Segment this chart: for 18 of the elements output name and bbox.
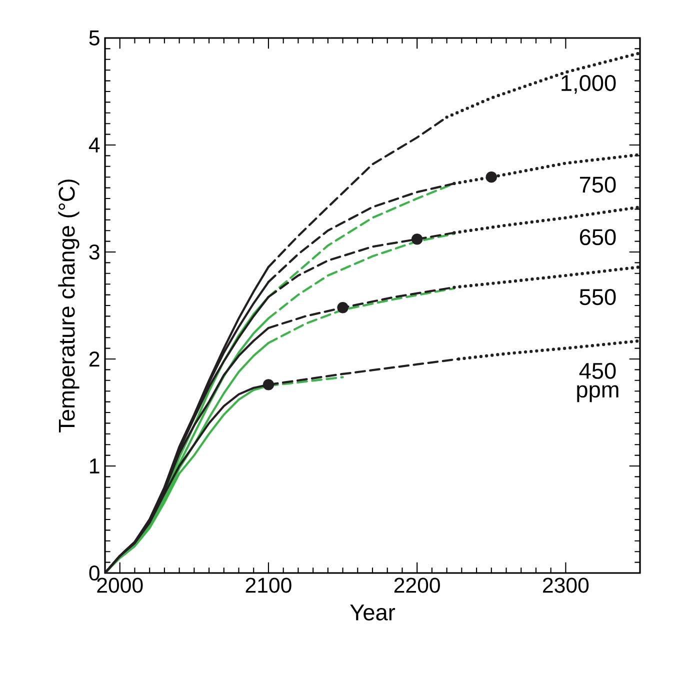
- series-label: 750: [580, 176, 616, 193]
- annotation: ppm: [577, 385, 618, 402]
- series-label: 550: [580, 289, 616, 306]
- series-label: 650: [580, 229, 616, 246]
- y-tick-label: 0: [89, 565, 100, 581]
- x-tick-label: 2300: [543, 578, 589, 593]
- y-tick-label: 2: [89, 352, 100, 366]
- x-axis-title: Year: [350, 604, 396, 620]
- y-axis-title: Temperature change (°C): [58, 180, 80, 432]
- series-label: 450: [579, 362, 616, 379]
- y-tick-label: 1: [90, 458, 100, 474]
- x-tick-label: 2100: [246, 578, 292, 593]
- series-label: 1,000: [562, 75, 616, 94]
- y-tick-label: 3: [89, 244, 100, 260]
- x-tick-label: 2200: [394, 578, 440, 593]
- y-tick-label: 5: [89, 30, 100, 46]
- y-tick-label: 4: [88, 138, 100, 152]
- x-tick-label: 2000: [97, 578, 143, 593]
